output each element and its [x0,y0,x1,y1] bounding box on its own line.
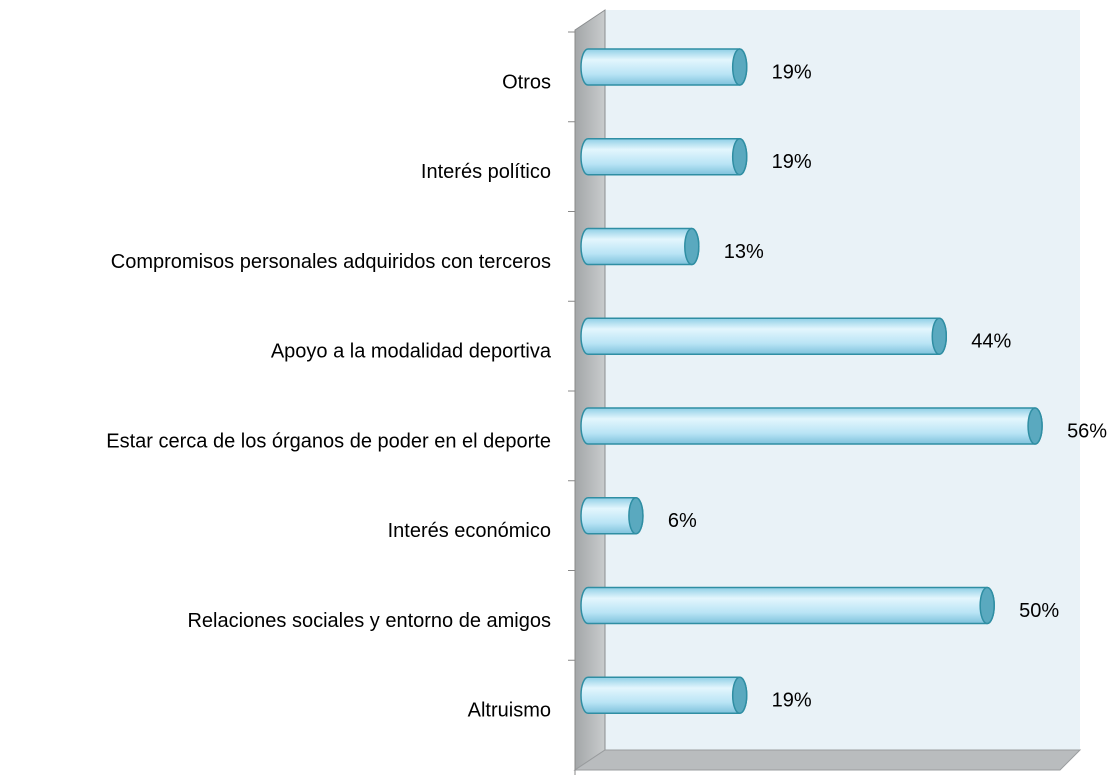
value-label: 6% [668,510,697,532]
bar [580,407,1043,445]
category-label: Interés económico [388,520,551,542]
back-wall [605,10,1080,750]
bar [580,317,948,355]
category-label: Otros [502,71,551,93]
bar [580,48,748,86]
value-label: 19% [772,61,812,83]
side-wall [574,9,606,771]
floor [573,749,1082,771]
value-label: 19% [772,690,812,712]
category-label: Compromisos personales adquiridos con te… [111,251,551,273]
bar [580,497,644,535]
value-label: 50% [1019,600,1059,622]
bar [580,138,748,176]
bar [580,227,700,266]
category-label: Altruismo [468,700,551,722]
bar [580,676,748,714]
category-label: Estar cerca de los órganos de poder en e… [106,430,551,452]
category-label: Relaciones sociales y entorno de amigos [187,610,551,632]
value-label: 19% [772,151,812,173]
value-label: 56% [1067,420,1107,442]
category-label: Apoyo a la modalidad deportiva [271,341,552,363]
bar [580,586,995,625]
value-label: 44% [971,331,1011,353]
value-label: 13% [724,241,764,263]
category-label: Interés político [421,161,551,183]
